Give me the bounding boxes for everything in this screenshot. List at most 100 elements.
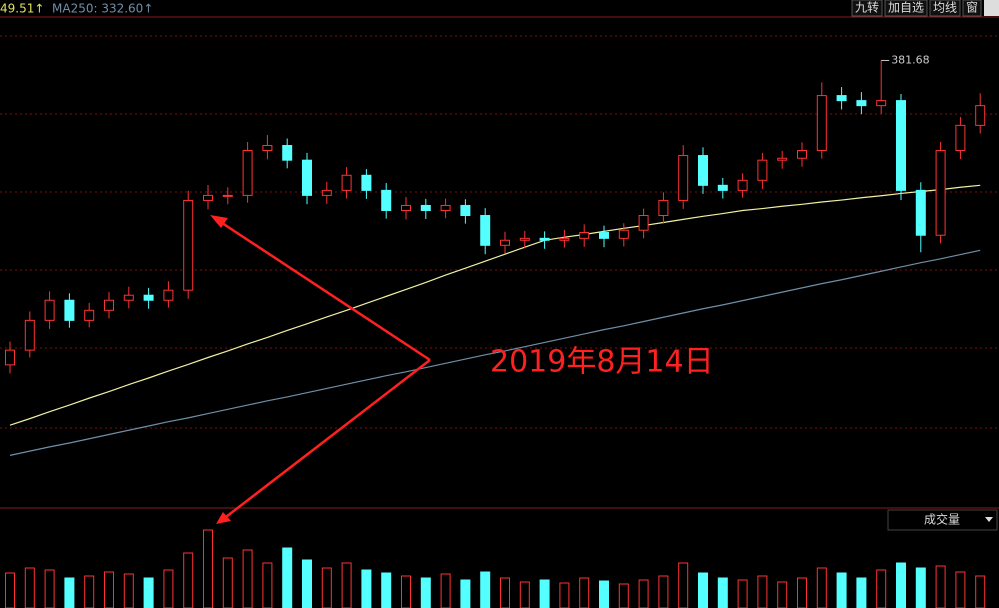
toolbar-button[interactable]: [851, 0, 883, 17]
volume-bar: [401, 575, 411, 608]
candle-body: [777, 157, 788, 161]
candle-body: [203, 194, 213, 201]
candle-body: [460, 204, 471, 217]
volume-bar: [480, 571, 491, 608]
toolbar-label[interactable]: 窗: [966, 1, 978, 15]
candle-body: [242, 150, 253, 196]
candle-body: [816, 95, 827, 152]
candle-body: [262, 144, 273, 152]
volume-bar: [163, 569, 174, 608]
high-label: 381.68: [891, 53, 930, 66]
volume-bar: [856, 577, 867, 608]
volume-title[interactable]: 成交量: [924, 512, 960, 527]
volume-bar: [341, 562, 352, 608]
candle-body: [559, 237, 570, 241]
candle-body: [876, 100, 887, 107]
volume-bar: [975, 575, 986, 608]
volume-bar: [123, 573, 134, 608]
volume-bar: [143, 577, 154, 608]
arrow: [215, 217, 431, 362]
volume-bar: [599, 580, 609, 608]
toolbar-button[interactable]: [984, 0, 999, 16]
volume-bar: [737, 579, 748, 608]
candle-body: [638, 215, 649, 231]
volume-bar: [618, 583, 629, 608]
candle-body: [717, 184, 728, 191]
arrow-head: [210, 215, 228, 228]
candle-body: [143, 294, 154, 301]
volume-bar: [836, 572, 847, 608]
candle-body: [44, 299, 55, 321]
volume-bar: [84, 575, 95, 608]
candle-body: [64, 299, 75, 321]
toolbar-button[interactable]: [929, 0, 961, 17]
volume-bar: [717, 577, 728, 608]
volume-bar: [381, 572, 392, 608]
ma-line: [9, 184, 981, 426]
candle-body: [935, 150, 946, 236]
volume-bar: [242, 549, 253, 608]
volume-bar: [321, 567, 332, 608]
volume-bar: [935, 565, 946, 608]
volume-bar: [24, 567, 35, 608]
candle-body: [104, 299, 114, 311]
grid: [0, 35, 999, 429]
candle-body: [539, 237, 550, 241]
volume-bar: [203, 529, 213, 608]
candle-body: [123, 294, 134, 301]
volume-bar: [64, 577, 75, 608]
candle-body: [222, 194, 233, 197]
volume-dropdown[interactable]: [887, 509, 998, 531]
volume-bar: [698, 572, 708, 608]
dropdown-caret: [985, 517, 993, 522]
candle-body: [599, 232, 609, 239]
volume-bar: [262, 562, 273, 608]
legend-ma250: MA250: 332.60↑: [52, 2, 153, 16]
volume-bar: [539, 579, 550, 608]
volume-bar: [915, 567, 926, 608]
candle-body: [302, 159, 312, 196]
toolbar: 九转 加自选 均线窗: [851, 0, 999, 17]
arrow: [221, 359, 431, 521]
candle-body: [678, 155, 689, 201]
ma-line: [9, 249, 981, 456]
volume-bar: [183, 552, 194, 608]
toolbar-button[interactable]: [962, 0, 982, 17]
candle-body: [401, 204, 411, 211]
toolbar-button[interactable]: [884, 0, 928, 17]
candle-body: [361, 174, 372, 191]
candle-body: [856, 100, 867, 107]
volume-bar: [757, 575, 768, 608]
volume-bar: [5, 572, 15, 608]
candle-body: [341, 174, 352, 191]
candle-body: [420, 204, 431, 211]
candle-body: [975, 105, 986, 126]
candle-body: [84, 309, 95, 321]
volume-bar: [797, 577, 807, 608]
candle-body: [163, 289, 174, 301]
annotation: 2019年8月14日: [490, 345, 714, 380]
candle-body: [618, 229, 629, 239]
volume-bar: [440, 573, 451, 608]
toolbar-label[interactable]: 均线: [933, 1, 957, 15]
candle-body: [836, 95, 847, 102]
candle-body: [698, 155, 708, 186]
toolbar-label[interactable]: 九转: [855, 0, 879, 15]
volume-bar: [777, 581, 788, 608]
volume-bar: [876, 569, 887, 608]
volume-bar: [579, 577, 590, 608]
arrow-head: [216, 512, 231, 524]
volume-bar: [361, 569, 372, 608]
candle-body: [896, 100, 906, 191]
volume-bar: [896, 562, 906, 608]
candle-body: [500, 239, 510, 246]
volume-bar: [559, 582, 570, 608]
candle-body: [797, 150, 807, 159]
candle-body: [480, 215, 491, 246]
toolbar-label[interactable]: 加自选: [888, 1, 924, 15]
volume-bar: [658, 575, 669, 608]
candle-body: [24, 319, 35, 351]
volume-bar: [222, 557, 233, 608]
